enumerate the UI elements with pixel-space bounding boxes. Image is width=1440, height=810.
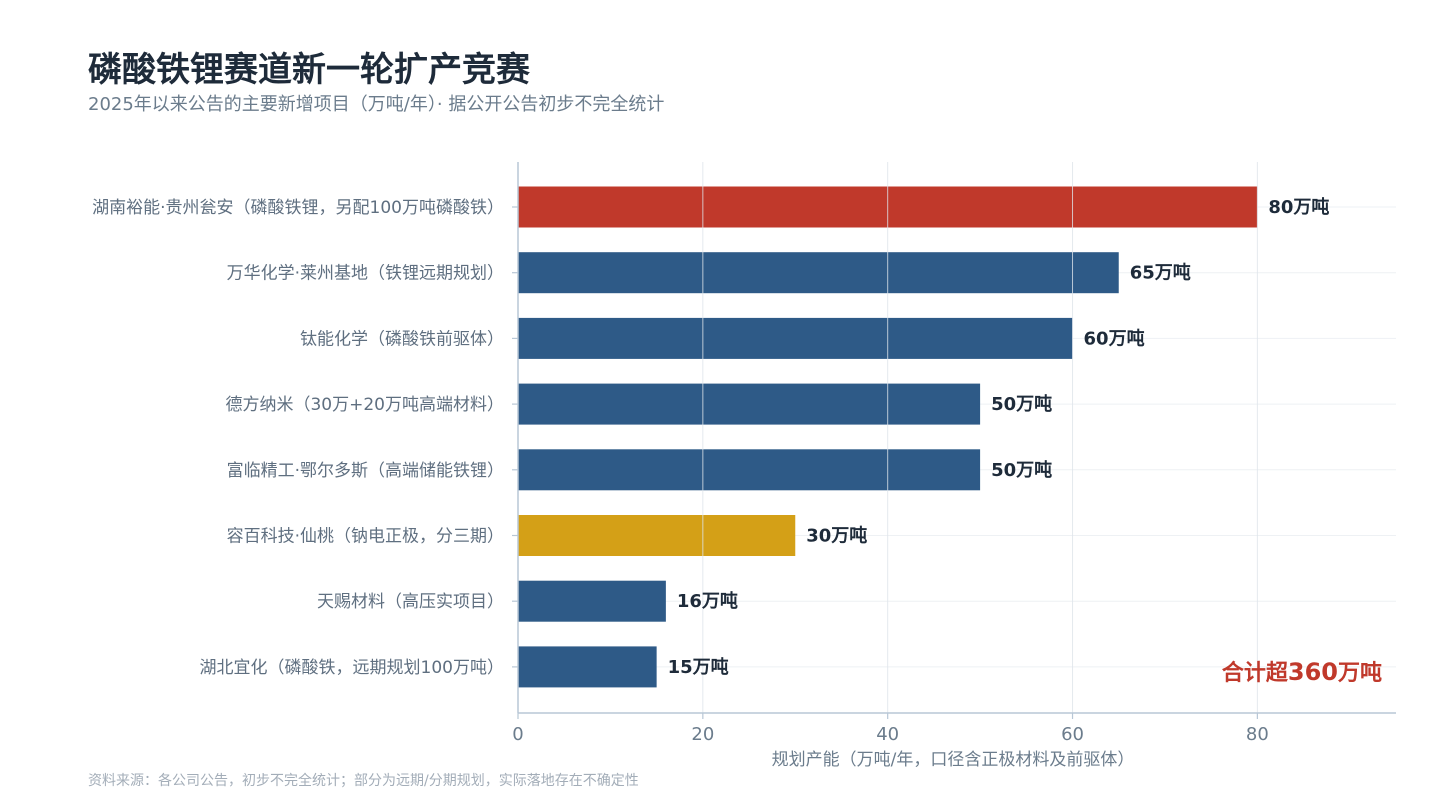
total-annotation-suffix: 万吨 xyxy=(1337,660,1382,686)
x-tick-label: 40 xyxy=(876,724,899,745)
source-note: 资料来源：各公司公告，初步不完全统计；部分为远期/分期规划，实际落地存在不确定性 xyxy=(88,773,639,789)
x-tick-label: 0 xyxy=(512,724,523,745)
chart-subtitle: 2025年以来公告的主要新增项目（万吨/年）· 据公开公告初步不完全统计 xyxy=(88,94,665,115)
value-label: 15万吨 xyxy=(668,656,729,678)
value-label: 50万吨 xyxy=(991,393,1052,415)
category-label: 万华化学·莱州基地（铁锂远期规划） xyxy=(227,264,504,284)
category-label: 德方纳米（30万+20万吨高端材料） xyxy=(225,395,504,415)
value-label: 16万吨 xyxy=(677,590,738,612)
x-axis-label: 规划产能（万吨/年，口径含正极材料及前驱体） xyxy=(772,750,1135,770)
x-tick-label: 20 xyxy=(691,724,714,745)
value-label: 50万吨 xyxy=(991,459,1052,481)
bar xyxy=(518,646,657,688)
category-label: 容百科技·仙桃（钠电正极，分三期） xyxy=(227,527,504,547)
bar xyxy=(518,252,1119,294)
category-label: 湖南裕能·贵州瓮安（磷酸铁锂，另配100万吨磷酸铁） xyxy=(92,198,504,218)
bar xyxy=(518,515,796,556)
total-annotation-number: 360 xyxy=(1288,658,1338,686)
category-label: 湖北宜化（磷酸铁，远期规划100万吨） xyxy=(200,658,504,678)
total-annotation-prefix: 合计超 xyxy=(1222,660,1289,686)
value-label: 65万吨 xyxy=(1130,262,1191,284)
bar xyxy=(518,449,981,491)
x-tick-label: 80 xyxy=(1246,724,1269,745)
chart-title: 磷酸铁锂赛道新一轮扩产竞赛 xyxy=(88,50,530,90)
category-label: 钛能化学（磷酸铁前驱体） xyxy=(300,329,504,349)
category-label: 富临精工·鄂尔多斯（高端储能铁锂） xyxy=(227,461,504,481)
total-annotation: 合计超360万吨 xyxy=(1222,658,1382,686)
category-label: 天赐材料（高压实项目） xyxy=(317,592,504,612)
value-label: 80万吨 xyxy=(1268,196,1329,218)
bar xyxy=(518,383,981,425)
x-tick-label: 60 xyxy=(1061,724,1084,745)
bar xyxy=(518,317,1073,359)
value-label: 60万吨 xyxy=(1084,327,1145,349)
value-label: 30万吨 xyxy=(806,525,867,547)
bar xyxy=(518,580,666,622)
